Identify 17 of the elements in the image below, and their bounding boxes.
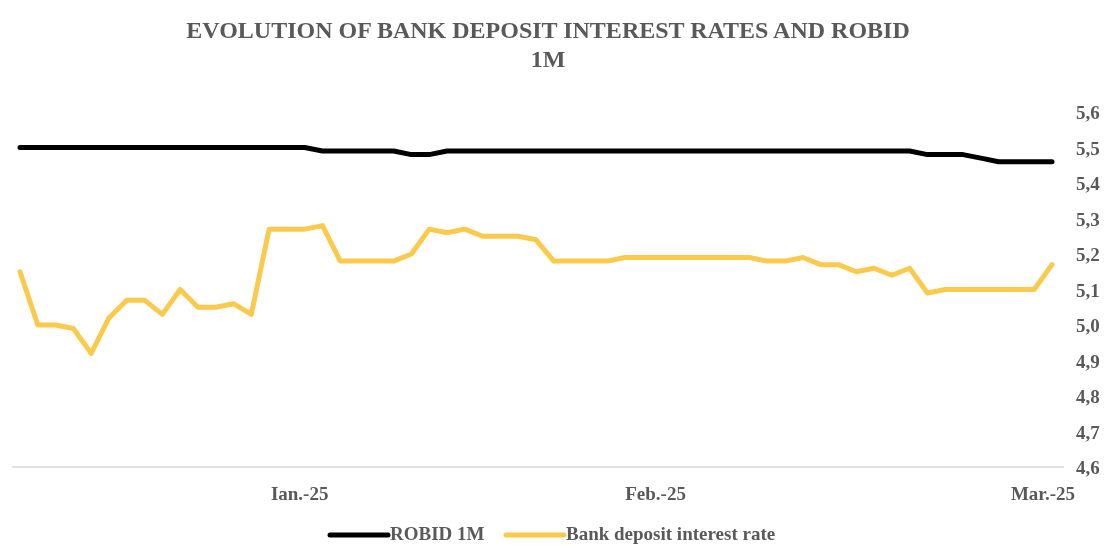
y-tick-label: 5,3 — [1076, 208, 1100, 230]
y-tick-label: 5,1 — [1076, 279, 1100, 301]
y-tick-label: 5,4 — [1076, 173, 1101, 194]
chart-title: EVOLUTION OF BANK DEPOSIT INTEREST RATES AND ROBID 1M — [186, 17, 910, 72]
y-tick-label: 4,7 — [1076, 421, 1101, 443]
y-tick-label: 4,9 — [1076, 350, 1100, 372]
y-tick-label: 4,6 — [1076, 457, 1100, 478]
x-tick-label: Ian.-25 — [270, 483, 329, 504]
y-tick-label: 5,0 — [1076, 315, 1100, 336]
y-tick-label: 5,6 — [1076, 102, 1100, 123]
y-tick-label: 5,5 — [1076, 137, 1100, 159]
legend-label: ROBID 1M — [390, 523, 485, 544]
y-tick-label: 4,8 — [1076, 386, 1100, 407]
x-tick-label: Feb.-25 — [625, 483, 686, 504]
legend-label: Bank deposit interest rate — [566, 523, 776, 544]
x-tick-label: Mar.-25 — [1010, 483, 1076, 504]
y-tick-label: 5,2 — [1076, 244, 1100, 265]
